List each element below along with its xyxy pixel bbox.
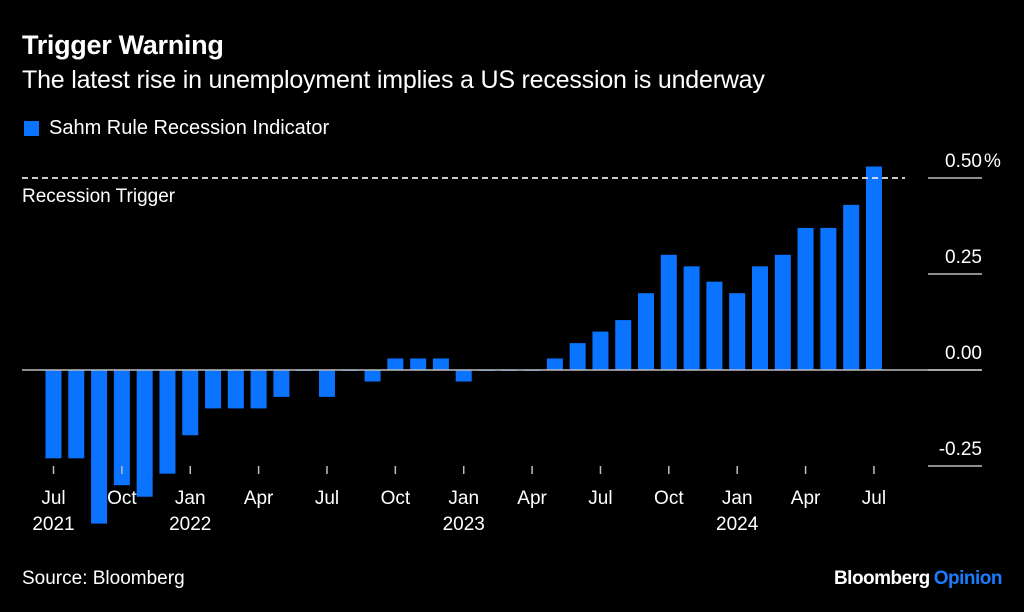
bar-2022-10 <box>387 358 404 370</box>
bar-2024-01 <box>729 293 746 370</box>
x-tick-label: Oct <box>381 488 411 509</box>
source-note: Source: Bloomberg <box>22 568 185 589</box>
recession-trigger-label: Recession Trigger <box>22 186 176 207</box>
legend-swatch <box>24 121 39 136</box>
y-unit-label: % <box>984 151 1001 172</box>
x-tick-label: Oct <box>654 488 684 509</box>
bar-2024-07 <box>865 166 882 370</box>
bar-2022-04 <box>250 370 267 409</box>
x-tick-label: Jul <box>588 488 612 509</box>
bar-2022-07 <box>318 370 335 397</box>
bar-2022-05 <box>273 370 290 397</box>
y-tick-label: 0.25 <box>945 247 982 268</box>
bar-2024-03 <box>774 254 791 370</box>
bar-2021-12 <box>159 370 176 474</box>
bar-2024-04 <box>797 227 814 370</box>
bar-2022-12 <box>432 358 449 370</box>
x-tick-label: Jul <box>41 488 65 509</box>
brand-primary: Bloomberg <box>833 568 930 589</box>
x-tick-label: Jan <box>722 488 753 509</box>
bar-2021-09 <box>91 370 108 524</box>
brand-logo: Bloomberg Opinion <box>833 568 1003 590</box>
brand-secondary: Opinion <box>933 568 1003 589</box>
bar-2021-07 <box>45 370 62 459</box>
bar-2022-11 <box>410 358 427 370</box>
bar-2023-12 <box>706 281 723 370</box>
reference-line-group: Recession Trigger <box>22 177 905 207</box>
bar-2023-07 <box>592 331 609 370</box>
x-tick-label: Apr <box>244 488 274 509</box>
x-axis: Jul 2021 Oct Jan 2022 Apr Jul Oct Jan 2023 Apr Jul O… <box>32 466 886 535</box>
bar-2023-01 <box>455 370 472 382</box>
x-year-label: 2023 <box>443 514 485 535</box>
bar-2023-09 <box>638 293 655 370</box>
x-tick-label: Jul <box>862 488 886 509</box>
legend-label: Sahm Rule Recession Indicator <box>49 117 330 139</box>
bar-2021-11 <box>136 370 153 497</box>
x-tick-label: Jul <box>315 488 339 509</box>
x-year-label: 2022 <box>169 514 211 535</box>
chart-subtitle: The latest rise in unemployment implies … <box>22 66 765 94</box>
bar-2021-10 <box>113 370 130 486</box>
bar-2022-09 <box>364 370 381 382</box>
legend: Sahm Rule Recession Indicator <box>24 117 329 140</box>
bar-2023-11 <box>683 266 700 370</box>
bar-2024-02 <box>751 266 768 370</box>
y-tick-label: 0.50 <box>945 151 982 172</box>
bar-2023-08 <box>615 320 632 370</box>
x-tick-label: Jan <box>448 488 479 509</box>
x-tick-label: Apr <box>791 488 821 509</box>
bar-2023-05 <box>546 358 563 370</box>
x-year-label: 2024 <box>716 514 759 535</box>
x-tick-label: Jan <box>175 488 206 509</box>
bar-2021-08 <box>68 370 85 459</box>
bar-2022-02 <box>205 370 222 409</box>
bar-2024-05 <box>820 227 837 370</box>
chart-title: Trigger Warning <box>22 30 224 60</box>
y-axis: 0.50 % 0.25 0.00 -0.25 <box>928 151 1001 467</box>
y-tick-label: 0.00 <box>945 343 982 364</box>
bar-2023-10 <box>660 254 677 370</box>
x-year-label: 2021 <box>32 514 74 535</box>
y-tick-label: -0.25 <box>939 439 982 460</box>
bars-group <box>45 166 882 524</box>
x-tick-label: Apr <box>517 488 547 509</box>
bar-2022-03 <box>227 370 244 409</box>
bar-2024-06 <box>843 204 860 370</box>
x-tick-label: Oct <box>107 488 137 509</box>
bar-2022-01 <box>182 370 199 436</box>
bar-2023-06 <box>569 343 586 370</box>
